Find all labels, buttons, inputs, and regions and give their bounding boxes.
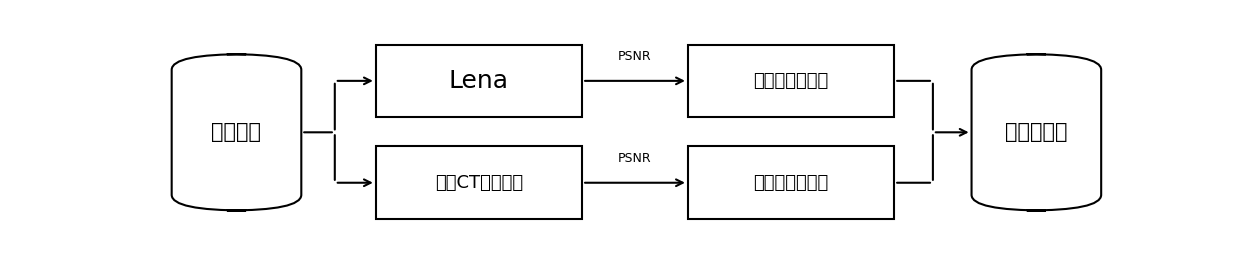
FancyBboxPatch shape — [688, 146, 895, 219]
Text: 实验结果及分析: 实验结果及分析 — [753, 72, 829, 90]
Text: 案例分析: 案例分析 — [212, 122, 261, 142]
Text: 实验结果及分析: 实验结果及分析 — [753, 174, 829, 192]
FancyBboxPatch shape — [375, 45, 582, 117]
FancyBboxPatch shape — [971, 54, 1101, 210]
Text: PSNR: PSNR — [618, 152, 652, 165]
Text: 医学CT（头部）: 医学CT（头部） — [435, 174, 523, 192]
Text: Lena: Lena — [449, 69, 509, 93]
FancyBboxPatch shape — [172, 54, 301, 210]
Text: 结论和总结: 结论和总结 — [1005, 122, 1068, 142]
FancyBboxPatch shape — [688, 45, 895, 117]
FancyBboxPatch shape — [375, 146, 582, 219]
Text: PSNR: PSNR — [618, 50, 652, 63]
